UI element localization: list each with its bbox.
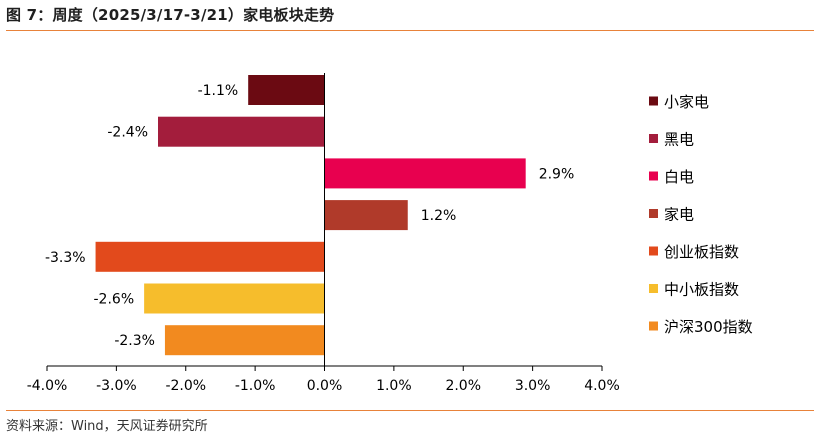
legend-swatch-5: [649, 246, 658, 256]
source-note: 资料来源：Wind，天风证券研究所: [6, 419, 208, 434]
bar-1: [248, 75, 325, 105]
x-tick-label-6: 1.0%: [376, 378, 412, 394]
x-tick-label-5: 0.0%: [307, 378, 343, 394]
value-label-4: 1.2%: [421, 208, 457, 224]
value-label-7: -2.3%: [114, 333, 155, 349]
legend-label-2: 黑电: [664, 131, 694, 149]
bars-layer: [95, 75, 526, 356]
value-label-1: -1.1%: [198, 83, 239, 99]
value-label-6: -2.6%: [94, 292, 135, 308]
legend-label-7: 沪深300指数: [664, 318, 753, 336]
bar-4: [324, 200, 408, 231]
value-labels-layer: -1.1% -2.4% 2.9% 1.2% -3.3% -2.6% -2.3%: [45, 83, 574, 349]
x-tick-label-1: -4.0%: [27, 378, 68, 394]
legend-label-5: 创业板指数: [664, 243, 739, 261]
x-tick-label-7: 2.0%: [445, 378, 481, 394]
x-tick-label-8: 3.0%: [515, 378, 551, 394]
figure-title: 图 7：周度（2025/3/17-3/21）家电板块走势: [6, 6, 335, 24]
legend-swatch-6: [649, 284, 658, 293]
x-tick-label-3: -2.0%: [165, 378, 206, 394]
value-label-5: -3.3%: [45, 250, 86, 266]
legend-swatch-4: [649, 209, 658, 218]
x-tick-label-9: 4.0%: [584, 378, 620, 394]
source-rule: [6, 410, 814, 411]
title-rule: [6, 30, 814, 31]
legend-swatch-1: [649, 96, 658, 106]
legend-label-4: 家电: [664, 206, 694, 224]
legend-label-6: 中小板指数: [664, 281, 739, 299]
x-tick-label-4: -1.0%: [235, 378, 276, 394]
axes-layer: -4.0% -3.0% -2.0% -1.0% 0.0% 1.0% 2.0% 3.0% 4.0%: [27, 73, 620, 394]
bar-3: [324, 158, 526, 189]
bar-7: [164, 325, 325, 356]
value-label-2: -2.4%: [107, 125, 148, 141]
legend-swatch-3: [649, 171, 658, 181]
legend-swatch-2: [649, 134, 658, 143]
value-label-3: 2.9%: [539, 166, 575, 182]
x-tick-label-2: -3.0%: [96, 378, 137, 394]
bar-5: [95, 241, 325, 272]
legend-label-3: 白电: [664, 168, 694, 186]
bar-2: [158, 116, 325, 147]
legend-swatch-7: [649, 321, 658, 331]
bar-6: [144, 283, 325, 314]
legend-label-1: 小家电: [664, 93, 709, 111]
